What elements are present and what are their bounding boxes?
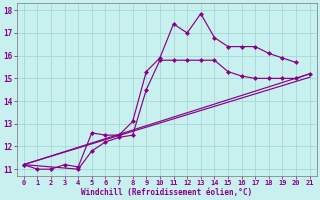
X-axis label: Windchill (Refroidissement éolien,°C): Windchill (Refroidissement éolien,°C) [81,188,252,197]
